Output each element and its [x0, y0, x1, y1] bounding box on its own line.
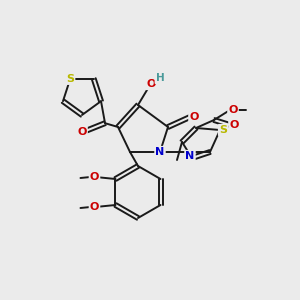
Text: N: N — [155, 147, 165, 157]
Text: O: O — [90, 172, 99, 182]
Text: O: O — [146, 79, 156, 89]
Text: N: N — [185, 151, 195, 161]
Text: O: O — [189, 112, 199, 122]
Text: O: O — [228, 105, 238, 115]
Text: O: O — [229, 120, 239, 130]
Text: O: O — [77, 127, 87, 137]
Text: S: S — [219, 125, 227, 135]
Text: O: O — [90, 202, 99, 212]
Text: S: S — [66, 74, 74, 84]
Text: H: H — [156, 73, 164, 83]
